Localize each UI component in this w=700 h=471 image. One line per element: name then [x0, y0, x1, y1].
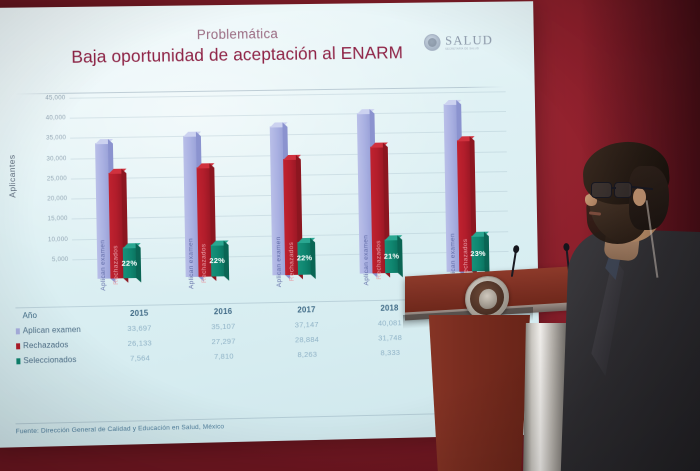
eyeglasses-icon — [591, 182, 654, 199]
podium-body — [428, 315, 530, 471]
glasses-bridge — [611, 187, 616, 189]
glasses-lens-left — [591, 182, 612, 198]
speaker-ear — [633, 188, 646, 206]
glasses-lens-right — [614, 182, 632, 198]
speaker-person — [555, 138, 700, 471]
